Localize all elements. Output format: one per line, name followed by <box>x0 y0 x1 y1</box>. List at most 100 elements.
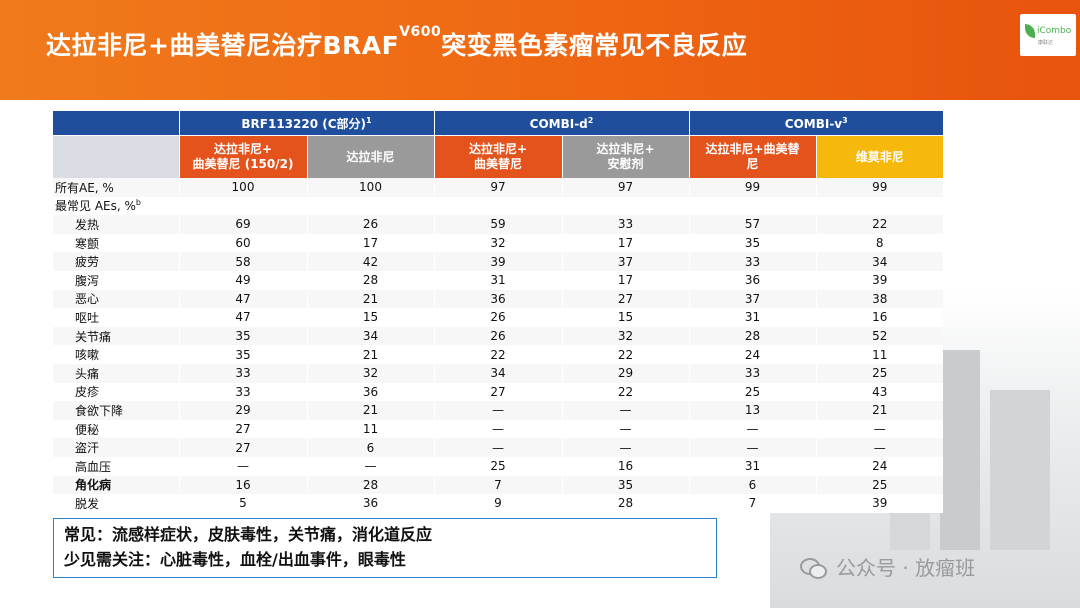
study-header: COMBI-v3 <box>688 111 943 136</box>
table-body: 所有AE, % 100 100 97 97 99 99 最常见 AEs, %b 发热 69 26 59… <box>53 178 943 513</box>
table-cell <box>688 196 816 216</box>
row-label: 寒颤 <box>53 233 179 253</box>
table-cell: 21 <box>306 345 434 364</box>
table-cell: 22 <box>433 345 562 364</box>
table-cell: 36 <box>433 289 562 309</box>
table-cell: 34 <box>433 363 562 383</box>
table-cell: 17 <box>306 233 434 253</box>
study-ref: 3 <box>842 115 848 125</box>
table-cell: 100 <box>178 178 307 197</box>
logo-text: iCombo <box>1037 26 1072 36</box>
arm-label-line1: 达拉非尼 <box>346 149 395 164</box>
row-label-text: 疲劳 <box>75 255 100 270</box>
callout-attention-line: 少见需关注：心脏毒性，血栓/出血事件，眼毒性 <box>64 550 406 569</box>
table-row: 呕吐 47 15 26 15 31 16 <box>53 308 943 327</box>
table-cell: 15 <box>306 308 434 327</box>
arm-label-line2: 安慰剂 <box>607 157 644 171</box>
row-label-text: 便秘 <box>75 422 100 437</box>
table-cell: 69 <box>178 215 307 234</box>
table-cell: 37 <box>688 289 816 309</box>
table-cell: 28 <box>561 494 689 513</box>
table-row: 发热 69 26 59 33 57 22 <box>53 215 943 234</box>
table-cell: 25 <box>815 475 943 495</box>
table-cell: 25 <box>688 382 816 402</box>
table-cell <box>306 196 434 216</box>
table-cell: 43 <box>815 382 943 402</box>
table-cell: 28 <box>306 475 434 495</box>
table-row: 腹泻 49 28 31 17 36 39 <box>53 270 943 290</box>
row-label: 角化病 <box>53 475 179 495</box>
table-row: 角化病 16 28 7 35 6 25 <box>53 475 943 495</box>
table-cell: 99 <box>688 178 816 197</box>
title-tail: 突变黑色素瘤常见不良反应 <box>441 31 748 60</box>
table-cell: 25 <box>433 456 562 476</box>
table-cell: 38 <box>815 289 943 309</box>
table-cell: 17 <box>561 270 689 290</box>
arm-label-line1: 达拉非尼+ <box>213 142 273 156</box>
row-label: 呕吐 <box>53 308 179 327</box>
table-row: 疲劳 58 42 39 37 33 34 <box>53 252 943 271</box>
table-cell: 27 <box>561 289 689 309</box>
table-cell: 7 <box>688 494 816 513</box>
row-label-text: 关节痛 <box>75 329 112 344</box>
table-cell: 99 <box>815 178 943 197</box>
table-cell: 21 <box>815 401 943 420</box>
study-header-row: BRF113220 (C部分)1 COMBI-d2 COMBI-v3 <box>53 111 943 136</box>
study-name: BRF113220 (C部分) <box>241 116 367 131</box>
table-cell: 36 <box>306 494 434 513</box>
table-row: 食欲下降 29 21— —13 21 <box>53 401 943 420</box>
table-cell: 39 <box>815 494 943 513</box>
table-cell: 33 <box>178 363 307 383</box>
table-cell: 22 <box>561 345 689 364</box>
adverse-events-table: BRF113220 (C部分)1 COMBI-d2 COMBI-v3 达拉非尼+ 曲美… <box>53 111 943 513</box>
table-cell: 26 <box>306 215 434 234</box>
table-cell: 33 <box>561 215 689 234</box>
table-cell: 8 <box>815 233 943 253</box>
table-cell: — <box>815 438 943 457</box>
header-corner <box>53 111 179 136</box>
table-cell <box>178 196 307 216</box>
table-cell: — <box>306 456 434 476</box>
table-cell: 11 <box>306 419 434 439</box>
arm-header: 达拉非尼+ 曲美替尼 (150/2) <box>178 135 307 178</box>
table-cell: — <box>561 419 689 439</box>
table-row: 最常见 AEs, %b <box>53 196 943 216</box>
row-label: 腹泻 <box>53 270 179 290</box>
table-row: 头痛 33 32 34 29 33 25 <box>53 363 943 383</box>
table-cell: 28 <box>306 270 434 290</box>
table-cell: 35 <box>561 475 689 495</box>
table-cell: 34 <box>815 252 943 271</box>
study-ref: 2 <box>587 115 594 125</box>
table-cell: 47 <box>178 308 307 327</box>
row-label-text: 角化病 <box>75 478 112 493</box>
arm-header: 达拉非尼+曲美替尼 <box>688 135 816 178</box>
table-cell: 22 <box>815 215 943 234</box>
table-cell: 57 <box>688 215 816 234</box>
table-cell: 22 <box>561 382 689 402</box>
row-label: 脱发 <box>53 494 179 513</box>
arm-header: 达拉非尼 <box>306 135 434 178</box>
study-header: BRF113220 (C部分)1 <box>178 111 434 136</box>
row-label-text: 食欲下降 <box>75 403 124 418</box>
arm-label-line1: 达拉非尼+曲美替 <box>705 142 800 156</box>
row-label-text: 头痛 <box>75 366 100 381</box>
callout-common-line: 常见：流感样症状，皮肤毒性，关节痛，消化道反应 <box>64 525 433 544</box>
table-cell: 97 <box>561 178 689 197</box>
table-cell: 7 <box>433 475 562 495</box>
watermark-text: 公众号 · 放瘤班 <box>836 556 976 580</box>
table-cell: 27 <box>178 438 307 457</box>
row-label: 发热 <box>53 215 179 234</box>
table-cell: 32 <box>561 326 689 346</box>
row-label-sup: b <box>135 198 141 208</box>
table-cell: 16 <box>815 308 943 327</box>
table-cell: 15 <box>561 308 689 327</box>
table-cell: 25 <box>815 363 943 383</box>
table-cell: 6 <box>306 438 434 457</box>
row-label-text: 发热 <box>75 217 100 232</box>
table-cell: 32 <box>306 363 434 383</box>
table-cell: 16 <box>561 456 689 476</box>
table-cell: 5 <box>178 494 307 513</box>
table-cell: 35 <box>178 345 307 364</box>
table-cell: 47 <box>178 289 307 309</box>
table-cell: 31 <box>688 456 816 476</box>
